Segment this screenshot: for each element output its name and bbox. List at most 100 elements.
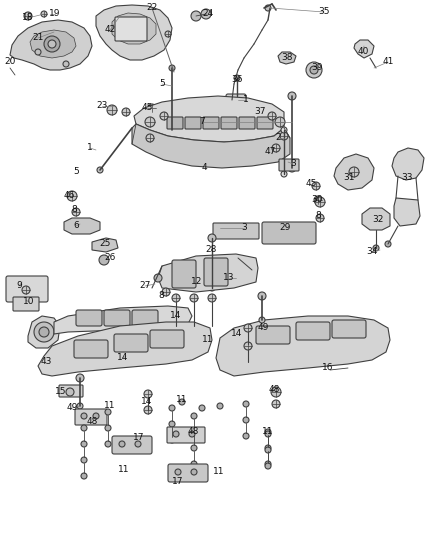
- Circle shape: [155, 113, 161, 119]
- Polygon shape: [158, 254, 258, 292]
- Circle shape: [265, 463, 271, 469]
- Polygon shape: [30, 30, 76, 58]
- Text: 37: 37: [254, 108, 266, 117]
- Circle shape: [24, 12, 32, 20]
- Circle shape: [173, 431, 179, 437]
- Circle shape: [105, 441, 111, 447]
- FancyBboxPatch shape: [114, 334, 148, 352]
- Circle shape: [265, 5, 271, 11]
- Circle shape: [169, 127, 175, 133]
- Circle shape: [67, 191, 77, 201]
- Circle shape: [122, 108, 130, 116]
- FancyBboxPatch shape: [132, 310, 158, 326]
- Circle shape: [144, 406, 152, 414]
- Circle shape: [160, 112, 168, 120]
- Text: 15: 15: [55, 387, 67, 397]
- Text: 32: 32: [372, 215, 384, 224]
- Text: 11: 11: [104, 401, 116, 410]
- FancyBboxPatch shape: [204, 258, 228, 286]
- Text: 49: 49: [257, 324, 268, 333]
- Circle shape: [99, 255, 109, 265]
- Polygon shape: [10, 20, 92, 70]
- Circle shape: [310, 66, 318, 74]
- Text: 41: 41: [382, 58, 394, 67]
- Polygon shape: [112, 13, 156, 44]
- Text: 20: 20: [4, 58, 16, 67]
- Text: 13: 13: [223, 273, 235, 282]
- Circle shape: [199, 405, 205, 411]
- FancyBboxPatch shape: [279, 159, 299, 171]
- Text: 29: 29: [279, 223, 291, 232]
- FancyBboxPatch shape: [167, 117, 183, 129]
- Circle shape: [288, 164, 296, 172]
- Circle shape: [97, 167, 103, 173]
- Text: 49: 49: [66, 403, 78, 413]
- Text: 36: 36: [231, 76, 243, 85]
- Text: 43: 43: [40, 358, 52, 367]
- FancyBboxPatch shape: [167, 427, 205, 443]
- Circle shape: [244, 324, 252, 332]
- Text: 22: 22: [146, 4, 158, 12]
- Polygon shape: [394, 198, 420, 226]
- FancyBboxPatch shape: [185, 117, 201, 129]
- Circle shape: [93, 413, 99, 419]
- FancyBboxPatch shape: [203, 117, 219, 129]
- Circle shape: [22, 286, 30, 294]
- Text: 40: 40: [357, 47, 369, 56]
- Circle shape: [201, 9, 211, 19]
- Text: 10: 10: [23, 297, 35, 306]
- FancyBboxPatch shape: [13, 297, 39, 311]
- FancyBboxPatch shape: [6, 276, 48, 302]
- FancyBboxPatch shape: [76, 310, 102, 326]
- Text: 5: 5: [73, 167, 79, 176]
- Circle shape: [191, 445, 197, 451]
- Polygon shape: [334, 154, 374, 190]
- Text: 11: 11: [176, 395, 188, 405]
- FancyBboxPatch shape: [75, 409, 107, 425]
- Text: 47: 47: [264, 148, 276, 157]
- Circle shape: [191, 11, 201, 21]
- Text: 21: 21: [32, 34, 44, 43]
- Text: 24: 24: [202, 10, 214, 19]
- Circle shape: [76, 374, 84, 382]
- Text: 33: 33: [401, 174, 413, 182]
- FancyBboxPatch shape: [59, 385, 83, 397]
- Polygon shape: [96, 5, 172, 60]
- Circle shape: [44, 36, 60, 52]
- Circle shape: [271, 387, 281, 397]
- Circle shape: [169, 65, 175, 71]
- Polygon shape: [392, 148, 424, 180]
- Text: 35: 35: [318, 7, 330, 17]
- Circle shape: [162, 288, 170, 296]
- Circle shape: [34, 322, 54, 342]
- Text: 14: 14: [231, 329, 243, 338]
- Polygon shape: [362, 208, 390, 230]
- Text: 26: 26: [104, 254, 116, 262]
- Circle shape: [272, 400, 280, 408]
- Text: 14: 14: [170, 311, 182, 320]
- Text: 5: 5: [159, 79, 165, 88]
- Circle shape: [81, 473, 87, 479]
- FancyBboxPatch shape: [104, 310, 130, 326]
- Circle shape: [272, 144, 280, 152]
- Circle shape: [315, 197, 325, 207]
- Circle shape: [169, 437, 175, 443]
- Circle shape: [107, 105, 117, 115]
- Text: 27: 27: [139, 281, 151, 290]
- Text: 34: 34: [366, 247, 378, 256]
- Circle shape: [145, 117, 155, 127]
- FancyBboxPatch shape: [172, 260, 196, 288]
- Polygon shape: [38, 322, 212, 376]
- Polygon shape: [54, 306, 192, 334]
- Circle shape: [280, 132, 288, 140]
- Circle shape: [81, 425, 87, 431]
- Text: 45: 45: [305, 180, 317, 189]
- FancyBboxPatch shape: [74, 340, 108, 358]
- FancyBboxPatch shape: [213, 223, 259, 239]
- Circle shape: [265, 429, 271, 435]
- Circle shape: [135, 441, 141, 447]
- Text: 3: 3: [241, 223, 247, 232]
- Text: 39: 39: [311, 63, 323, 72]
- Text: 19: 19: [49, 10, 61, 19]
- Text: 1: 1: [87, 143, 93, 152]
